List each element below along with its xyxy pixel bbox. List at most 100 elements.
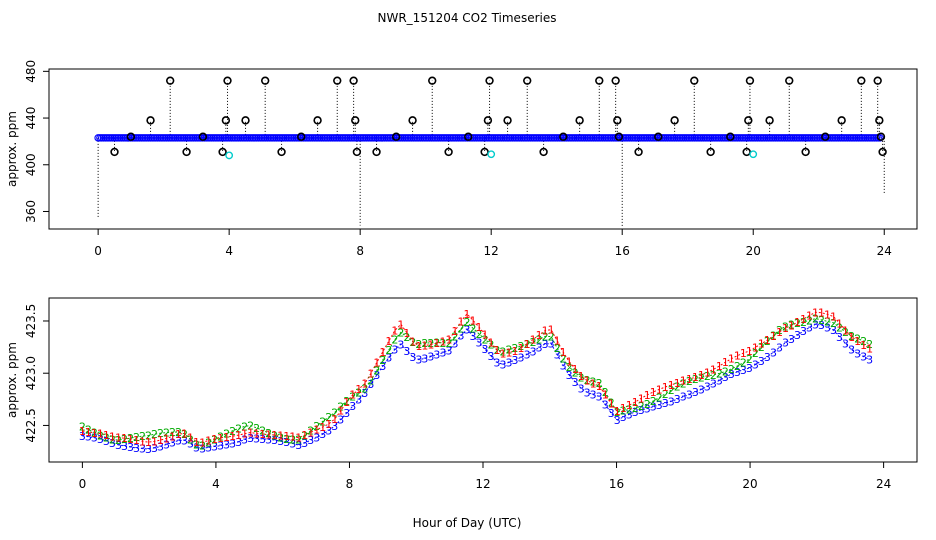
bottom-series-marker: 2	[602, 386, 609, 399]
bottom-series-marker: 1	[229, 430, 236, 443]
x-axis-label: Hour of Day (UTC)	[413, 516, 522, 530]
bottom-series-marker: 2	[427, 337, 434, 350]
bottom-series-marker: 3	[259, 433, 266, 446]
bottom-y-tick-label: 423.0	[24, 356, 38, 390]
top-black-point	[634, 147, 643, 157]
bottom-series-marker: 2	[596, 377, 603, 390]
bottom-series-marker: 2	[211, 434, 218, 447]
top-dotted-drops	[97, 137, 885, 227]
bottom-series-marker: 1	[193, 436, 200, 449]
bottom-series-marker: 3	[325, 425, 332, 438]
top-black-point	[706, 147, 715, 157]
bottom-series-marker: 3	[740, 364, 747, 377]
bottom-series-marker: 1	[163, 432, 170, 445]
bottom-series-marker: 2	[373, 364, 380, 377]
bottom-series-marker: 2	[157, 427, 164, 440]
bottom-series-marker: 3	[782, 337, 789, 350]
bottom-series-marker: 1	[626, 399, 633, 412]
bottom-series-marker: 1	[295, 432, 302, 445]
top-panel: 0 4 8 12 16 20 24 360 400 440 480 approx. ppm	[5, 60, 918, 258]
bottom-series-marker: 3	[572, 376, 579, 389]
bottom-series-marker: 3	[614, 414, 621, 427]
bottom-series-marker: 1	[518, 342, 525, 355]
bottom-series-marker: 1	[560, 346, 567, 359]
bottom-series-marker: 2	[205, 437, 212, 450]
top-black-point	[182, 147, 191, 157]
bottom-series-marker: 3	[650, 401, 657, 414]
bottom-series-marker: 1	[830, 311, 837, 324]
top-black-point	[223, 76, 232, 85]
bottom-series-marker: 1	[121, 432, 128, 445]
bottom-y-tick-label: 422.5	[24, 408, 38, 442]
bottom-x-tick-label: 0	[79, 477, 87, 491]
bottom-series-marker: 3	[854, 347, 861, 360]
bottom-series-lines	[82, 311, 870, 450]
bottom-series-marker: 1	[337, 405, 344, 418]
bottom-series-marker: 1	[403, 327, 410, 340]
bottom-series-marker: 3	[109, 437, 116, 450]
bottom-series-marker: 1	[283, 430, 290, 443]
bottom-series-marker: 2	[259, 424, 266, 437]
bottom-series-marker: 1	[842, 324, 849, 337]
bottom-series-marker: 2	[349, 390, 356, 403]
bottom-series-marker: 2	[482, 333, 489, 346]
bottom-series-marker: 3	[169, 436, 176, 449]
bottom-series-marker: 3	[656, 399, 663, 412]
top-black-point	[485, 76, 494, 85]
bottom-series-marker: 1	[638, 392, 645, 405]
bottom-series-marker: 1	[704, 366, 711, 379]
bottom-series-marker: 2	[319, 415, 326, 428]
bottom-series-marker: 1	[361, 378, 368, 391]
top-black-point	[165, 76, 175, 85]
bottom-series-marker: 2	[127, 432, 134, 445]
bottom-series-marker: 3	[530, 345, 537, 358]
bottom-series-marker: 3	[488, 350, 495, 363]
bottom-series-marker: 2	[415, 338, 422, 351]
bottom-series-marker: 2	[145, 430, 152, 443]
bottom-series-marker: 3	[379, 360, 386, 373]
bottom-series-marker: 2	[686, 375, 693, 388]
top-y-axis: 360 400 440 480	[24, 60, 49, 223]
bottom-series-marker: 2	[451, 330, 458, 343]
bottom-series-marker: 3	[133, 442, 140, 455]
bottom-series-marker: 1	[536, 329, 543, 342]
bottom-series-marker: 3	[692, 386, 699, 399]
bottom-series-marker: 3	[247, 432, 254, 445]
bottom-series-marker: 2	[626, 403, 633, 416]
bottom-series-marker: 2	[199, 439, 206, 452]
top-black-point	[333, 76, 342, 85]
bottom-series-marker: 1	[415, 340, 422, 353]
bottom-series-marker: 1	[175, 428, 182, 441]
bottom-series-marker: 3	[307, 434, 314, 447]
bottom-series-marker: 2	[608, 396, 615, 409]
bottom-series-marker: 3	[151, 442, 158, 455]
bottom-series-marker: 3	[355, 393, 362, 406]
bottom-series-marker: 1	[247, 426, 254, 439]
bottom-series-marker: 2	[812, 313, 819, 326]
bottom-x-tick-label: 24	[876, 477, 891, 491]
bottom-series-marker: 1	[794, 316, 801, 329]
bottom-series-marker: 2	[187, 433, 194, 446]
bottom-series-marker: 3	[475, 336, 482, 349]
bottom-series-marker: 2	[439, 337, 446, 350]
bottom-series-marker: 2	[457, 323, 464, 336]
bottom-series-marker: 1	[620, 402, 627, 415]
bottom-series-marker: 1	[217, 432, 224, 445]
bottom-series-marker: 3	[181, 434, 188, 447]
bottom-series-marker: 3	[337, 413, 344, 426]
bottom-series-marker: 1	[776, 326, 783, 339]
bottom-series-marker: 1	[692, 371, 699, 384]
top-black-point	[878, 147, 887, 157]
bottom-series-marker: 3	[536, 342, 543, 355]
bottom-series-marker: 1	[524, 338, 531, 351]
bottom-series-marker: 1	[668, 379, 675, 392]
bottom-series-marker: 2	[247, 420, 254, 433]
bottom-series-marker: 2	[806, 314, 813, 327]
bottom-series-marker: 3	[415, 354, 422, 367]
top-black-point	[876, 132, 886, 141]
bottom-series-marker: 3	[662, 397, 669, 410]
bottom-series-marker: 3	[277, 435, 284, 448]
top-black-point	[392, 132, 401, 141]
bottom-series-marker: 3	[698, 383, 705, 396]
bottom-series-marker: 3	[361, 387, 368, 400]
